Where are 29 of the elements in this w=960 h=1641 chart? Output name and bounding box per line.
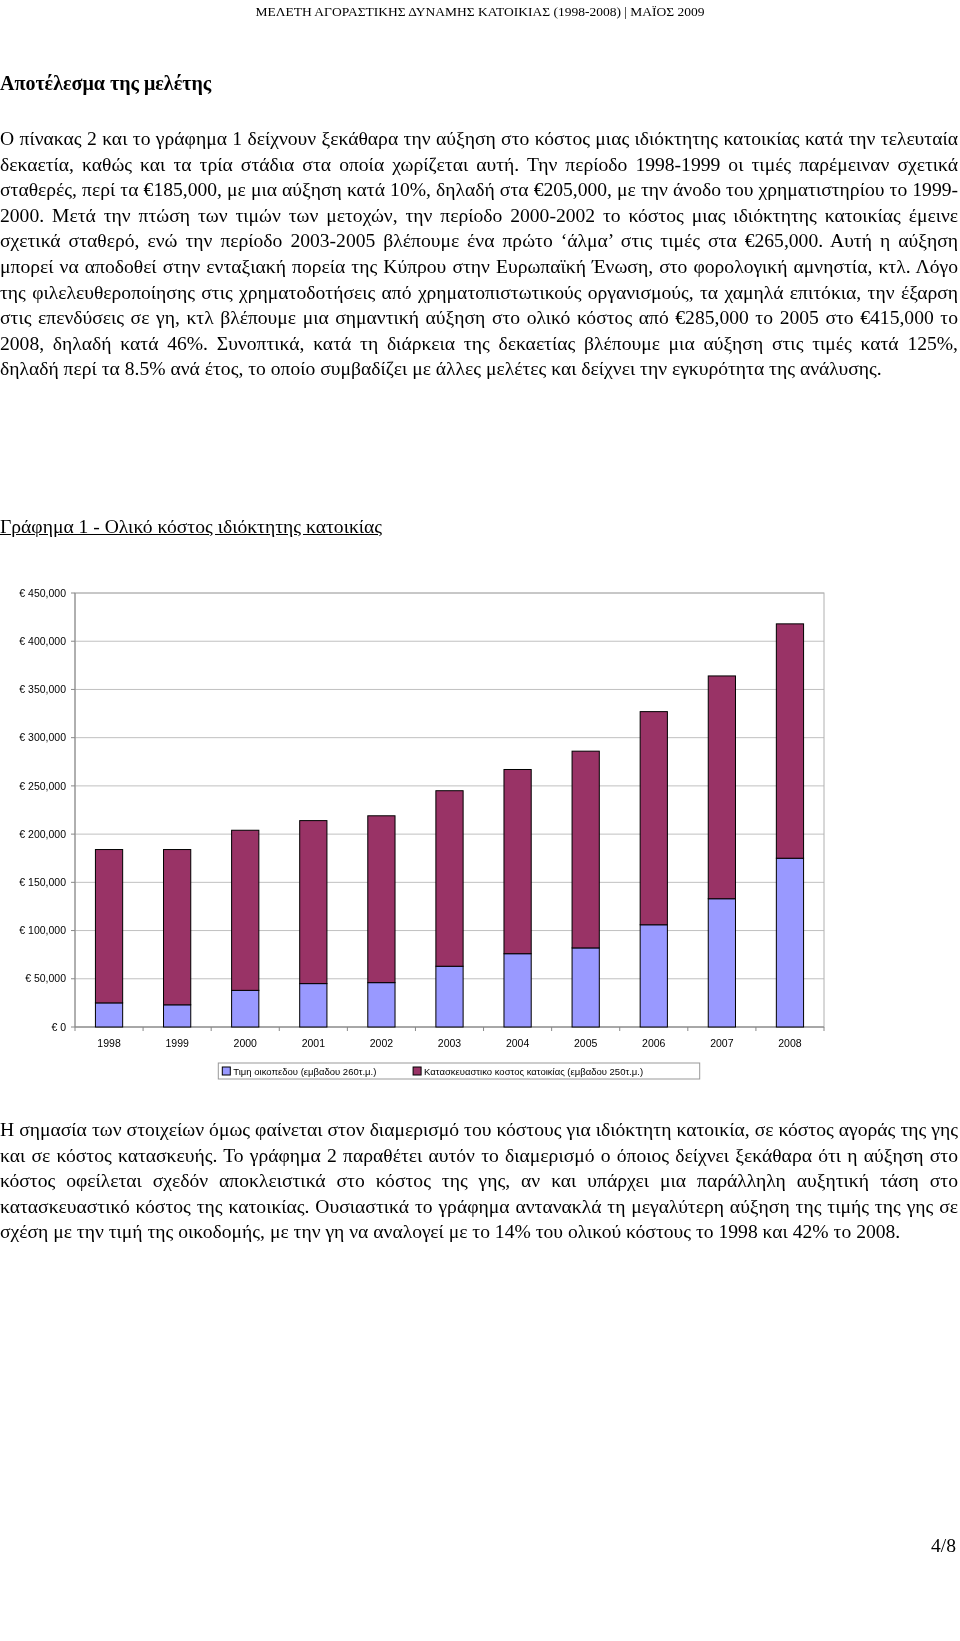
y-tick-label: € 450,000: [19, 586, 67, 599]
legend-label: Κατασκευαστικο κοστος κατοικίας (εμβαδου 250τ.μ.): [424, 1066, 644, 1077]
x-tick-label: 2000: [233, 1037, 258, 1049]
y-tick-label: € 400,000: [19, 634, 67, 647]
x-tick-label: 2001: [301, 1037, 326, 1049]
text: Αποτέλεσμα της μελέτης: [0, 72, 212, 95]
y-tick-label: € 100,000: [19, 924, 67, 937]
y-tick-label: € 250,000: [19, 779, 67, 792]
x-tick-label: 2003: [437, 1037, 462, 1049]
x-tick-label: 1998: [97, 1037, 121, 1049]
x-tick-label: 2007: [710, 1037, 734, 1049]
y-tick-label: € 350,000: [19, 683, 67, 696]
y-tick-label: € 0: [51, 1020, 67, 1033]
chart-title: Γράφημα 1 - Ολικό κόστος ιδιόκτητης κατοικίας: [0, 516, 383, 538]
text: Ο πίνακας 2 και το γράφημα 1 δείχνουν ξεκάθαρα την αύξηση στο κόστος μιας ιδιόκτητης κατοικίας κατά την τελευταία δεκαετία, καθώς και τα τρία στάδια στα οποία χωρίζεται αυτή. Την περίοδο 1998-1999 οι τιμές παρέμειναν σχετικά σταθερές, περί τα €185,000, με μια αύξηση κατά 10%, δηλαδή στα €205,000, με την άνοδο του χρηματιστηρίου το 1999-2000. Μετά την πτώση των τιμών των μετοχών, την περίοδο 2000-2002 το κόστος μιας ιδιόκτητης κατοικίας έμεινε σχετικά σταθερό, ενώ την περίοδο 2003-2005 βλέπουμε ένα πρώτο ‘άλμα’ στις τιμές στα €265,000. Αυτή η αύξηση μπορεί να αποδοθεί στην ενταξιακή πορεία της Κύπρου στην Ευρωπαϊκή Ένωση, στο φορολογική αμνηστία, κτλ. Λόγο της φιλελευθεροποίησης στις χρηματοδοτήσεις από χρηματοπιστωτικούς οργανισμούς, τα χαμηλά επιτόκια, την έξαρση στις επενδύσεις σε γη, κτλ βλέπουμε μια σημαντική αύξηση στο ολικό κόστος από €285,000 το 2005 στο €415,000 το 2008, δηλαδή κατά 46%. Συνοπτικά, κατά τη διάρκεια της δεκαετίας βλέπουμε μια αύξηση στις τιμές κατά 125%, δηλαδή περί τα 8.5% ανά έτος, το οποίο συμβαδίζει με άλλες μελέτες και δείχνει την εγκυρότητα της ανάλυσης.: [0, 128, 958, 380]
y-tick-label: € 200,000: [19, 827, 67, 840]
x-tick-label: 2005: [574, 1037, 598, 1049]
legend-label: Τιμη οικοπεδου (εμβαδου 260τ.μ.): [233, 1066, 377, 1077]
x-tick-label: 2002: [369, 1037, 394, 1049]
text: 4/8: [930, 1535, 956, 1557]
x-tick-label: 2006: [642, 1037, 666, 1049]
text: Η σημασία των στοιχείων όμως φαίνεται στον διαμερισμό του κόστους για ιδιόκτητη κατοικία, σε κόστος αγοράς της γης και σε κόστος κατασκευής. Το γράφημα 2 παραθέτει αυτόν το διαμερισμό ο όποιος δείχνει ξεκάθαρα ότι η αύξηση στο κόστος οφείλεται σχεδόν αποκλειστικά στο κόστος της γης, αν και υπάρχει μια παράλληλη αυξητική τάση στο κατασκευαστικό κόστος της κατοικίας. Ουσιαστικά το γράφημα αντανακλά τη μεγαλύτερη αύξηση της τιμής της γης σε σχέση με την τιμή της οικοδομής, με την γη να αναλογεί με το 14% του ολικού κόστους το 1998 και 42% το 2008.: [0, 1118, 958, 1245]
y-tick-label: € 150,000: [19, 876, 67, 889]
y-tick-label: € 50,000: [25, 972, 67, 985]
x-tick-label: 2008: [778, 1037, 802, 1049]
y-tick-label: € 300,000: [19, 731, 67, 744]
x-tick-label: 2004: [505, 1037, 530, 1049]
x-tick-label: 1999: [165, 1037, 189, 1049]
text: ΜΕΛΕΤΗ ΑΓΟΡΑΣΤΙΚΗΣ ΔΥΝΑΜΗΣ ΚΑΤΟΙΚΙΑΣ (1998-2008) | ΜΑΪΟΣ 2009: [254, 4, 706, 20]
